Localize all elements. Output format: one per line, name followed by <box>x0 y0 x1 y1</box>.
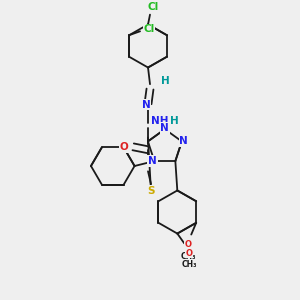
Text: H: H <box>161 76 170 86</box>
Text: O: O <box>185 240 192 249</box>
Text: N: N <box>160 123 169 133</box>
Text: O: O <box>186 249 193 258</box>
Text: N: N <box>148 156 157 166</box>
Text: N: N <box>142 100 150 110</box>
Text: NH: NH <box>151 116 169 126</box>
Text: Cl: Cl <box>147 2 159 12</box>
Text: CH₃: CH₃ <box>182 260 197 269</box>
Text: H: H <box>170 116 179 126</box>
Text: N: N <box>179 136 188 146</box>
Text: Cl: Cl <box>143 24 155 34</box>
Text: S: S <box>147 186 155 196</box>
Text: CH₃: CH₃ <box>181 252 196 261</box>
Text: O: O <box>120 142 129 152</box>
